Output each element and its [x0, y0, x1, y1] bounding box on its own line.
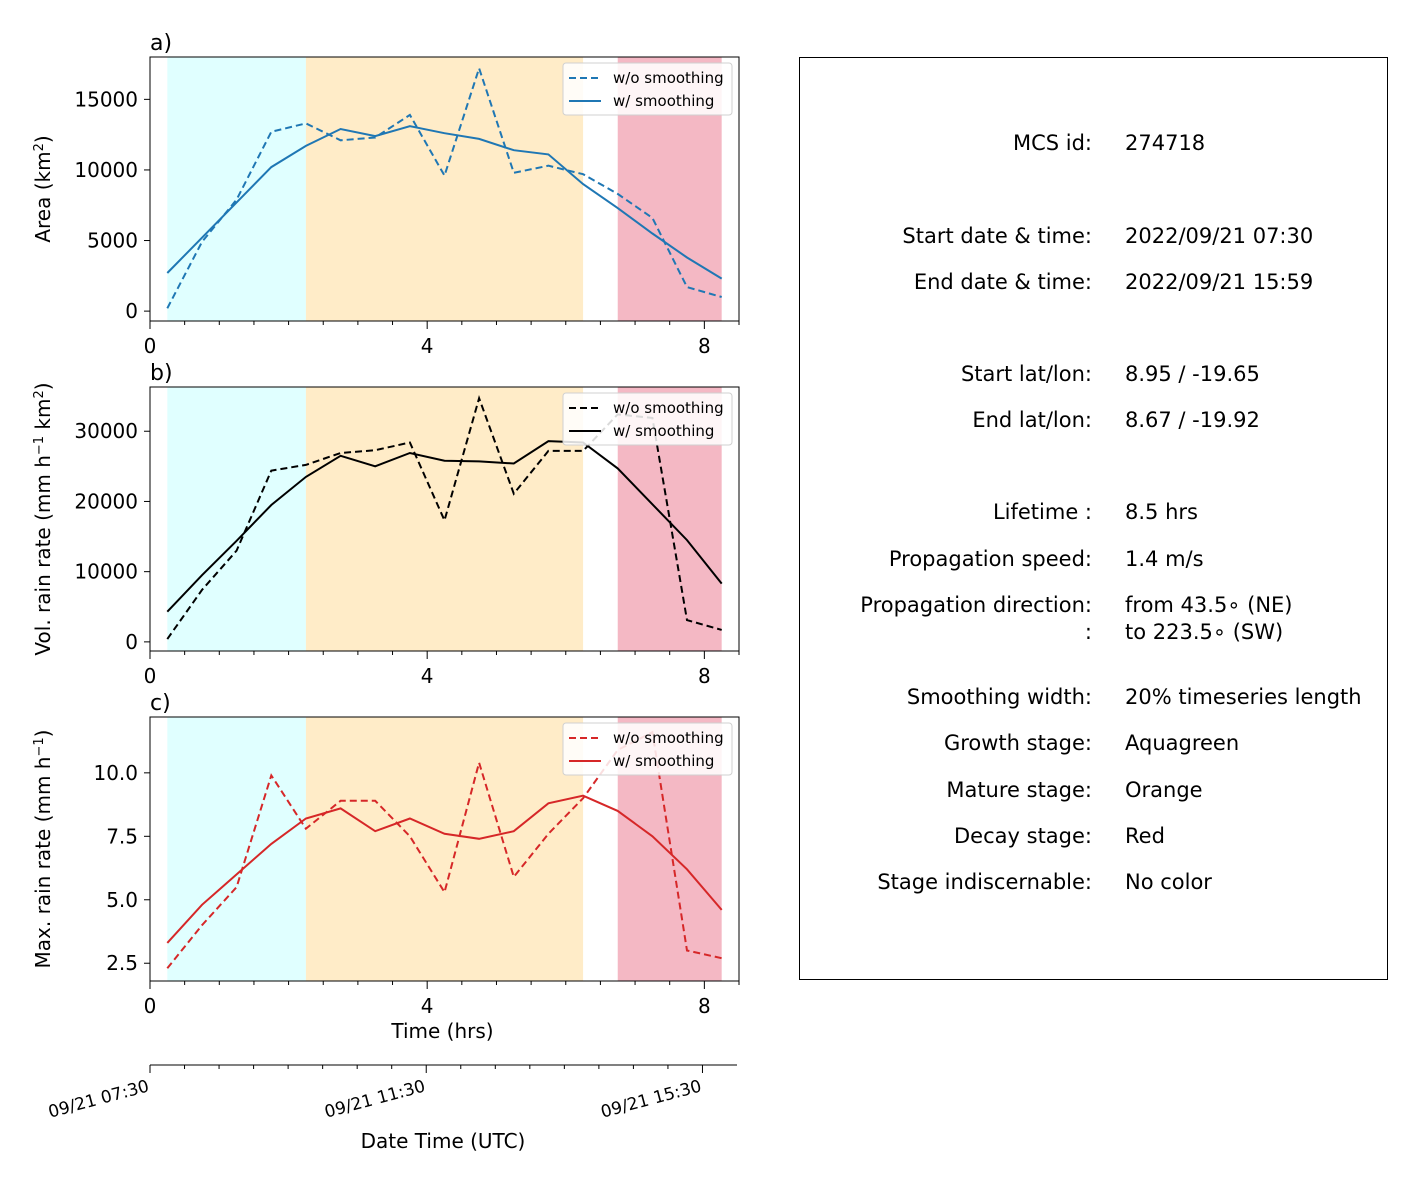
info-value: 8.67 / -19.92 — [1125, 408, 1260, 432]
info-value: 8.5 hrs — [1125, 500, 1198, 524]
y-axis-label-part: 2 — [32, 143, 47, 151]
info-value: 8.95 / -19.65 — [1125, 362, 1260, 386]
axes-frame — [149, 386, 740, 652]
y-axis-label: Area (km2) — [31, 135, 55, 242]
info-label: Propagation direction: — [860, 593, 1092, 617]
info-label: Start lat/lon: — [960, 362, 1092, 386]
datetime-tick-label: 09/21 15:30 — [599, 1077, 704, 1123]
panel-volumetric-rain-rate: 0 10000 20000 30000 0 4 8 b) Vol. rain rate (mm … — [31, 361, 740, 688]
info-label: MCS id: — [1012, 131, 1092, 155]
info-value: No color — [1125, 870, 1212, 894]
info-value: 2022/09/21 15:59 — [1125, 270, 1314, 294]
mcs-info-panel: MCS id: 274718 Start date & time: 2022/0… — [799, 57, 1388, 980]
info-value: 274718 — [1125, 131, 1206, 155]
y-axis-label-part: Vol. rain rate (mm h — [31, 455, 55, 656]
y-axis-label-part: −1 — [32, 737, 47, 756]
y-axis-label-part: ) — [31, 135, 55, 143]
y-tick-label: 0 — [125, 299, 138, 323]
info-label: Mature stage: — [946, 778, 1092, 802]
info-label: Smoothing width: — [906, 685, 1092, 709]
stage-band-growth — [167, 57, 306, 321]
y-tick-label: 30000 — [74, 419, 138, 443]
x-axis-label: Time (hrs) — [390, 1019, 493, 1043]
y-axis-label-part: ) — [31, 382, 55, 390]
x-tick-label: 0 — [144, 334, 157, 358]
x-tick-label: 8 — [698, 994, 711, 1018]
y-axis-label: Vol. rain rate (mm h−1 km2) — [31, 382, 55, 655]
y-tick-label: 2.5 — [106, 951, 138, 975]
info-label: Decay stage: — [954, 824, 1092, 848]
panel-label: a) — [150, 31, 172, 56]
axes-frame — [149, 716, 740, 982]
info-label: : — [1084, 620, 1092, 644]
datetime-tick-label: 09/21 07:30 — [46, 1077, 151, 1123]
info-label: Start date & time: — [902, 224, 1092, 248]
info-value: to 223.5∘ (SW) — [1125, 620, 1284, 644]
x-tick-label: 8 — [698, 334, 711, 358]
datetime-axis: 09/21 07:30 09/21 11:30 09/21 15:30 Date Ti… — [46, 1064, 737, 1153]
info-value: Red — [1125, 824, 1165, 848]
y-tick-label: 20000 — [74, 489, 138, 513]
x-tick-label: 4 — [421, 994, 434, 1018]
panel-label: c) — [150, 691, 171, 716]
datetime-axis-label: Date Time (UTC) — [361, 1129, 526, 1153]
legend-box — [562, 392, 733, 446]
legend-label: w/o smoothing — [613, 399, 724, 417]
info-label: Lifetime : — [992, 500, 1092, 524]
axes-frame — [149, 56, 740, 322]
info-value: Orange — [1125, 778, 1203, 802]
info-value: 1.4 m/s — [1125, 547, 1204, 571]
info-label: Growth stage: — [943, 731, 1092, 755]
legend-label: w/ smoothing — [613, 92, 714, 110]
y-tick-label: 10.0 — [93, 761, 138, 785]
y-axis-label-part: km — [31, 399, 55, 436]
y-axis-label-part: Max. rain rate (mm h — [31, 757, 55, 969]
info-label: Propagation speed: — [888, 547, 1092, 571]
legend-label: w/ smoothing — [613, 752, 714, 770]
panel-max-rain-rate: 2.5 5.0 7.5 10.0 0 4 8 c) Max. rain rate (mm h−1… — [31, 691, 740, 1043]
stage-band-mature — [305, 717, 584, 981]
legend-box — [562, 62, 733, 116]
x-tick-label: 8 — [698, 664, 711, 688]
info-label: End date & time: — [913, 270, 1092, 294]
legend-label: w/o smoothing — [613, 729, 724, 747]
info-value: Aquagreen — [1125, 731, 1240, 755]
x-tick-label: 4 — [421, 664, 434, 688]
y-axis-label-part: Area (km — [31, 151, 55, 242]
y-axis-label-part: −1 — [32, 436, 47, 455]
info-label: Stage indiscernable: — [877, 870, 1092, 894]
stage-band-growth — [167, 717, 306, 981]
x-tick-label: 0 — [144, 994, 157, 1018]
legend-label: w/ smoothing — [613, 422, 714, 440]
y-axis-label-part: ) — [31, 730, 55, 738]
y-axis-label: Max. rain rate (mm h−1) — [31, 730, 55, 969]
y-axis-label-part: 2 — [32, 390, 47, 398]
x-tick-label: 4 — [421, 334, 434, 358]
y-tick-label: 7.5 — [106, 824, 138, 848]
y-tick-label: 0 — [125, 630, 138, 654]
y-tick-label: 10000 — [74, 560, 138, 584]
x-tick-label: 0 — [144, 664, 157, 688]
y-tick-label: 5000 — [87, 229, 138, 253]
series-line-raw — [166, 65, 722, 309]
legend-box — [562, 722, 733, 776]
y-tick-label: 15000 — [74, 87, 138, 111]
panel-area: 0 5000 10000 15000 0 4 8 a) Area (km2) w/o smooth… — [31, 31, 740, 358]
datetime-tick-label: 09/21 11:30 — [322, 1077, 427, 1123]
y-tick-label: 10000 — [74, 158, 138, 182]
y-tick-label: 5.0 — [106, 888, 138, 912]
stage-band-mature — [305, 387, 584, 651]
info-value: from 43.5∘ (NE) — [1125, 593, 1293, 617]
stage-band-growth — [167, 387, 306, 651]
info-value: 2022/09/21 07:30 — [1125, 224, 1314, 248]
legend-label: w/o smoothing — [613, 69, 724, 87]
info-value: 20% timeseries length — [1125, 685, 1362, 709]
panel-label: b) — [150, 361, 173, 386]
info-label: End lat/lon: — [972, 408, 1092, 432]
stage-band-mature — [305, 57, 584, 321]
